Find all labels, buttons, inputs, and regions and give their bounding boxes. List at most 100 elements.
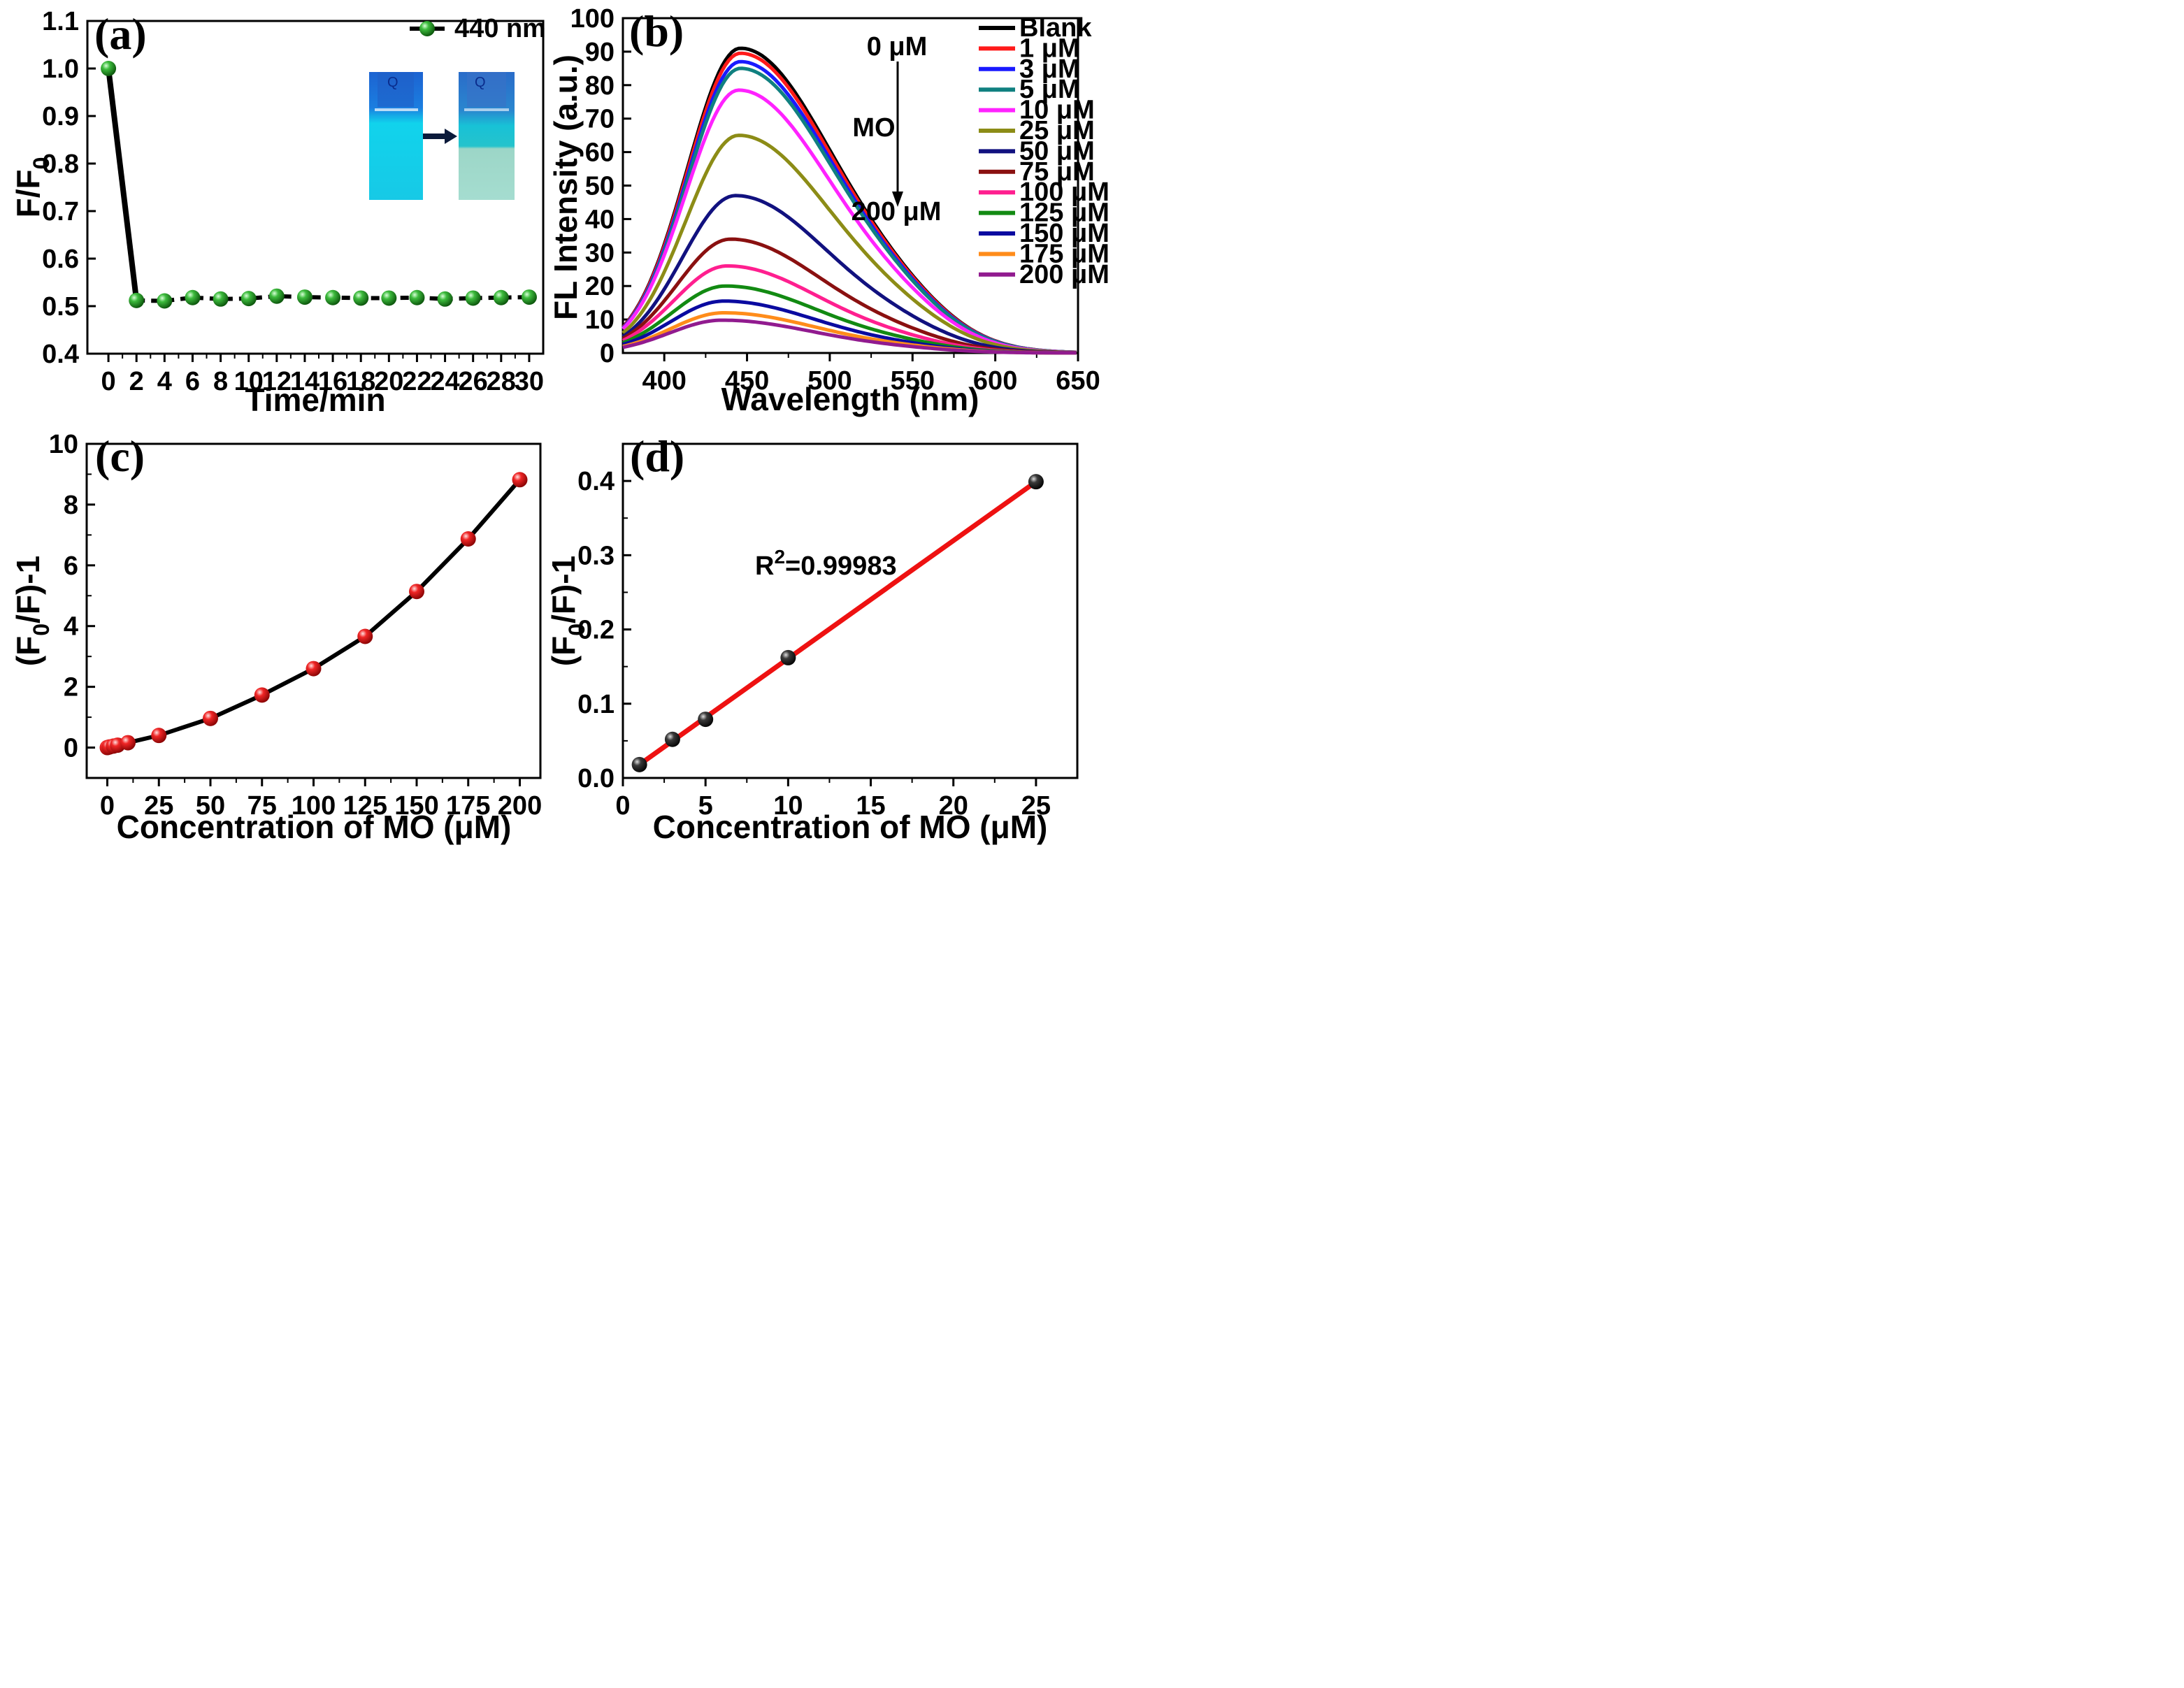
y-tick-label: 0.7 xyxy=(42,197,79,226)
data-point xyxy=(213,291,229,307)
x-tick-label: 20 xyxy=(374,367,403,396)
data-point xyxy=(409,584,424,600)
y-tick-label: 0.1 xyxy=(577,690,615,719)
x-tick-label: 14 xyxy=(290,367,319,396)
y-tick-label: 30 xyxy=(585,238,615,268)
y-tick-label: 1.1 xyxy=(42,7,79,36)
x-tick-label: 0 xyxy=(100,791,115,821)
x-tick-label: 0 xyxy=(615,791,630,821)
y-axis: 0 2 4 6 8 10 xyxy=(49,430,95,763)
svg-text:Q: Q xyxy=(475,75,486,90)
data-point xyxy=(129,292,145,308)
spectrum-line xyxy=(622,46,1077,354)
legend-label: 75 μM xyxy=(1019,157,1095,187)
panel-label: (c) xyxy=(95,431,145,481)
series-segment-solid xyxy=(106,68,140,301)
x-tick-label: 200 xyxy=(498,791,542,821)
data-point xyxy=(1028,474,1044,490)
series-440nm xyxy=(101,61,537,309)
legend-label: 440 nm xyxy=(454,14,546,43)
y-tick-label: 0.4 xyxy=(42,340,79,369)
data-point xyxy=(185,289,201,305)
x-tick-label: 2 xyxy=(129,367,144,396)
data-point xyxy=(465,290,481,306)
y-tick-label: 0.4 xyxy=(577,467,615,496)
x-tick-label: 5 xyxy=(698,791,713,821)
y-tick-label: 2 xyxy=(64,673,78,702)
y-tick-label: 100 xyxy=(570,4,615,34)
spectrum-line xyxy=(622,134,1077,354)
y-axis-label: (F0/F)-1 xyxy=(10,556,54,666)
spectrum-line xyxy=(622,318,1077,355)
data-point xyxy=(240,291,257,307)
x-tick-label: 24 xyxy=(430,367,459,396)
plot-frame xyxy=(622,442,1079,779)
panel-d: 0.0 0.1 0.2 0.3 0.4 0 5 10 15 20 25 (d) R2=0.9998… xyxy=(545,431,1079,845)
annotation-start: 0 μM xyxy=(867,32,928,62)
y-tick-label: 6 xyxy=(64,551,78,581)
x-tick-label: 12 xyxy=(262,367,292,396)
x-tick-label: 0 xyxy=(101,367,116,396)
y-tick-label: 1.0 xyxy=(42,55,79,84)
y-tick-label: 0.0 xyxy=(577,764,615,793)
y-tick-label: 20 xyxy=(585,272,615,301)
x-tick-label: 22 xyxy=(402,367,431,396)
legend-label: Blank xyxy=(1019,13,1092,43)
x-tick-label: 400 xyxy=(642,366,686,396)
legend: 440 nm xyxy=(410,14,546,43)
data-point xyxy=(254,687,270,703)
x-tick-label: 8 xyxy=(213,367,228,396)
series-quench xyxy=(99,472,528,756)
spectrum-line xyxy=(622,51,1077,354)
x-tick-label: 650 xyxy=(1056,366,1100,396)
arrow-down-icon xyxy=(892,62,903,207)
y-axis: 0.4 0.5 0.6 0.7 0.8 0.9 1.0 1.1 xyxy=(42,7,96,369)
legend-label: 200 μM xyxy=(1019,260,1109,289)
data-point xyxy=(664,731,680,747)
data-point xyxy=(268,288,285,304)
data-point xyxy=(353,290,369,306)
svg-text:Q: Q xyxy=(387,75,398,90)
y-tick-label: 50 xyxy=(585,172,615,201)
x-tick-label: 75 xyxy=(247,791,277,821)
series-line xyxy=(106,478,522,750)
x-tick-label: 10 xyxy=(234,367,264,396)
y-tick-label: 8 xyxy=(64,491,78,520)
y-tick-label: 80 xyxy=(585,71,615,101)
x-axis: 0 5 10 15 20 25 xyxy=(615,778,1051,821)
x-tick-label: 6 xyxy=(185,367,200,396)
data-point xyxy=(698,712,714,728)
y-axis: 0.0 0.1 0.2 0.3 0.4 xyxy=(577,467,631,793)
legend-label: 5 μM xyxy=(1019,75,1080,104)
data-point xyxy=(631,756,647,772)
data-point xyxy=(381,290,397,306)
y-axis: 0 10 20 30 40 50 60 70 80 90 100 xyxy=(570,4,631,368)
legend-label: 150 μM xyxy=(1019,219,1109,248)
y-tick-label: 0.9 xyxy=(42,102,79,131)
plot-frame xyxy=(85,442,542,779)
x-tick-label: 30 xyxy=(515,367,544,396)
data-point xyxy=(357,628,373,644)
x-tick-label: 4 xyxy=(157,367,172,396)
x-tick-label: 500 xyxy=(807,366,852,396)
x-tick-label: 15 xyxy=(856,791,885,821)
y-tick-label: 0.8 xyxy=(42,150,79,179)
data-point xyxy=(437,291,453,307)
y-tick-label: 0 xyxy=(64,734,78,763)
panel-label: (a) xyxy=(94,9,147,59)
x-axis: 0 25 50 75 100 125 150 175 200 xyxy=(100,778,542,821)
x-tick-label: 100 xyxy=(292,791,336,821)
x-axis: 400 450 500 550 600 650 xyxy=(642,353,1100,396)
y-tick-label: 0 xyxy=(600,339,615,368)
data-point xyxy=(151,728,167,744)
x-tick-label: 16 xyxy=(318,367,347,396)
x-tick-label: 450 xyxy=(725,366,769,396)
y-tick-label: 10 xyxy=(585,305,615,335)
x-axis-label: Concentration of MO (μM) xyxy=(653,809,1048,845)
y-tick-label: 10 xyxy=(49,430,78,459)
panel-b: 0 10 20 30 40 50 60 70 80 90 100 400 450 500 550 600 65… xyxy=(547,4,1109,417)
x-tick-label: 18 xyxy=(346,367,375,396)
y-axis-label: FL Intensity (a.u.) xyxy=(547,55,584,320)
